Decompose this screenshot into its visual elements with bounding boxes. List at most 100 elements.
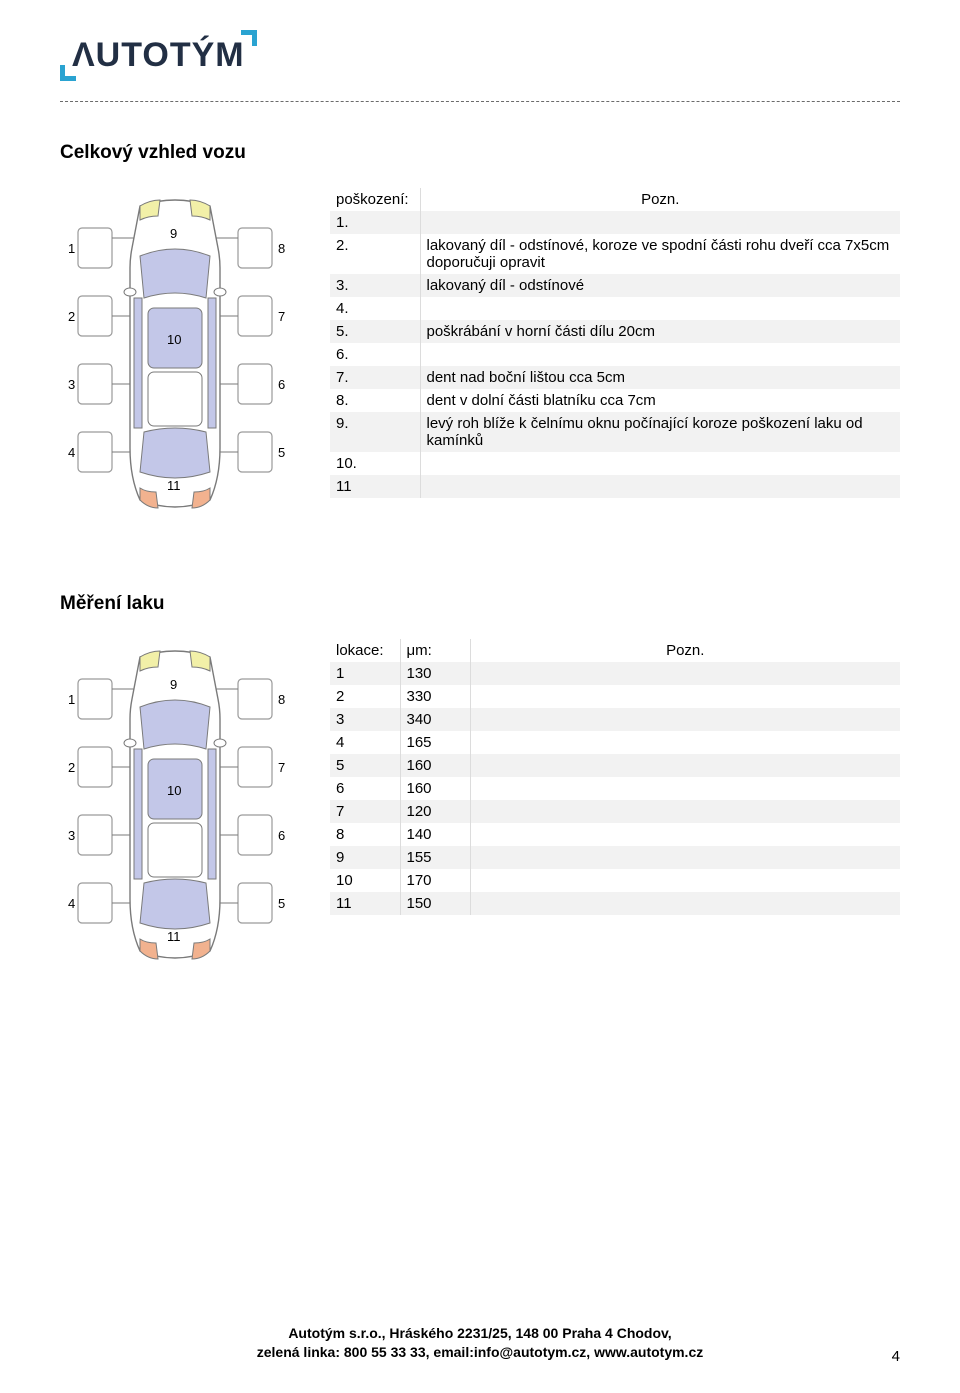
paint-row-loc: 4	[330, 731, 400, 754]
paint-row-loc: 3	[330, 708, 400, 731]
paint-row-note	[470, 708, 900, 731]
paint-row-note	[470, 800, 900, 823]
svg-text:3: 3	[68, 828, 75, 843]
paint-row-note	[470, 823, 900, 846]
damage-row-text: lakovaný díl - odstínové	[420, 274, 900, 297]
damage-row-text: dent nad boční lištou cca 5cm	[420, 366, 900, 389]
paint-row-um: 170	[400, 869, 470, 892]
damage-row-num: 7.	[330, 366, 420, 389]
paint-row: 5160	[330, 754, 900, 777]
svg-text:10: 10	[167, 332, 181, 347]
paint-row-note	[470, 685, 900, 708]
section1-block: 1 2 3 4 8 7 6 5 9 10 11 poškození:Pozn.1…	[60, 188, 900, 533]
page-number: 4	[892, 1346, 900, 1367]
paint-row-um: 150	[400, 892, 470, 915]
damage-row-num: 6.	[330, 343, 420, 366]
damage-row: 2.lakovaný díl - odstínové, koroze ve sp…	[330, 234, 900, 274]
paint-row: 4165	[330, 731, 900, 754]
damage-row: 10.	[330, 452, 900, 475]
paint-row-note	[470, 731, 900, 754]
paint-row-um: 340	[400, 708, 470, 731]
damage-row-text	[420, 475, 900, 498]
svg-text:7: 7	[278, 760, 285, 775]
header-divider	[60, 101, 900, 102]
damage-row-text	[420, 343, 900, 366]
paint-row: 10170	[330, 869, 900, 892]
damage-row-num: 3.	[330, 274, 420, 297]
logo: ΛUTOTÝM	[60, 30, 900, 81]
damage-row: 5.poškrábání v horní části dílu 20cm	[330, 320, 900, 343]
svg-text:4: 4	[68, 896, 75, 911]
car-diagram-1: 1 2 3 4 8 7 6 5 9 10 11	[60, 188, 290, 533]
paint-row-um: 160	[400, 777, 470, 800]
damage-row-text	[420, 297, 900, 320]
paint-row: 8140	[330, 823, 900, 846]
damage-row: 4.	[330, 297, 900, 320]
paint-row-note	[470, 777, 900, 800]
paint-row: 7120	[330, 800, 900, 823]
damage-row-num: 5.	[330, 320, 420, 343]
damage-row: 9.levý roh blíže k čelnímu oknu počínají…	[330, 412, 900, 452]
paint-row-loc: 8	[330, 823, 400, 846]
damage-row-text: levý roh blíže k čelnímu oknu počínající…	[420, 412, 900, 452]
paint-row-um: 330	[400, 685, 470, 708]
logo-text: ΛUTOTÝM	[72, 36, 245, 74]
section2-title: Měření laku	[60, 593, 900, 615]
damage-table: poškození:Pozn.1.2.lakovaný díl - odstín…	[330, 188, 900, 498]
paint-row-um: 160	[400, 754, 470, 777]
footer-line2: zelená linka: 800 55 33 33, email:info@a…	[257, 1344, 704, 1360]
damage-row-text	[420, 211, 900, 234]
logo-corner-bl	[60, 65, 76, 81]
damage-row: 3.lakovaný díl - odstínové	[330, 274, 900, 297]
paint-row-loc: 5	[330, 754, 400, 777]
paint-row-loc: 9	[330, 846, 400, 869]
svg-text:4: 4	[68, 445, 75, 460]
svg-text:2: 2	[68, 309, 75, 324]
paint-header-col1: lokace:	[330, 639, 400, 662]
svg-text:6: 6	[278, 377, 285, 392]
damage-row-text: dent v dolní části blatníku cca 7cm	[420, 389, 900, 412]
paint-row-note	[470, 754, 900, 777]
damage-row-text	[420, 452, 900, 475]
paint-row-loc: 1	[330, 662, 400, 685]
car-diagram-2: 1 2 3 4 8 7 6 5 9 10 11	[60, 639, 290, 984]
section2-block: 1 2 3 4 8 7 6 5 9 10 11 lokace:μm:Pozn.1…	[60, 639, 900, 984]
svg-text:9: 9	[170, 677, 177, 692]
paint-row-loc: 6	[330, 777, 400, 800]
paint-row: 2330	[330, 685, 900, 708]
damage-row: 7.dent nad boční lištou cca 5cm	[330, 366, 900, 389]
svg-text:10: 10	[167, 783, 181, 798]
paint-row-loc: 10	[330, 869, 400, 892]
paint-header-col3: Pozn.	[470, 639, 900, 662]
logo-corner-tr	[241, 30, 257, 46]
paint-row: 6160	[330, 777, 900, 800]
svg-text:11: 11	[167, 478, 181, 493]
svg-text:9: 9	[170, 226, 177, 241]
paint-row-note	[470, 846, 900, 869]
paint-row: 3340	[330, 708, 900, 731]
damage-row-text: lakovaný díl - odstínové, koroze ve spod…	[420, 234, 900, 274]
svg-text:2: 2	[68, 760, 75, 775]
paint-row-loc: 7	[330, 800, 400, 823]
paint-table: lokace:μm:Pozn.1130233033404165516061607…	[330, 639, 900, 915]
paint-row-loc: 2	[330, 685, 400, 708]
damage-row-num: 1.	[330, 211, 420, 234]
paint-row-note	[470, 892, 900, 915]
paint-row: 1130	[330, 662, 900, 685]
svg-text:8: 8	[278, 692, 285, 707]
section1-title: Celkový vzhled vozu	[60, 142, 900, 164]
damage-row: 11	[330, 475, 900, 498]
paint-row-um: 120	[400, 800, 470, 823]
svg-text:5: 5	[278, 896, 285, 911]
svg-text:7: 7	[278, 309, 285, 324]
damage-row-num: 8.	[330, 389, 420, 412]
damage-row-num: 4.	[330, 297, 420, 320]
paint-row-note	[470, 869, 900, 892]
damage-row-num: 9.	[330, 412, 420, 452]
damage-row-text: poškrábání v horní části dílu 20cm	[420, 320, 900, 343]
damage-row: 8.dent v dolní části blatníku cca 7cm	[330, 389, 900, 412]
svg-text:1: 1	[68, 241, 75, 256]
damage-header-col2: Pozn.	[420, 188, 900, 211]
paint-row-loc: 11	[330, 892, 400, 915]
svg-text:3: 3	[68, 377, 75, 392]
